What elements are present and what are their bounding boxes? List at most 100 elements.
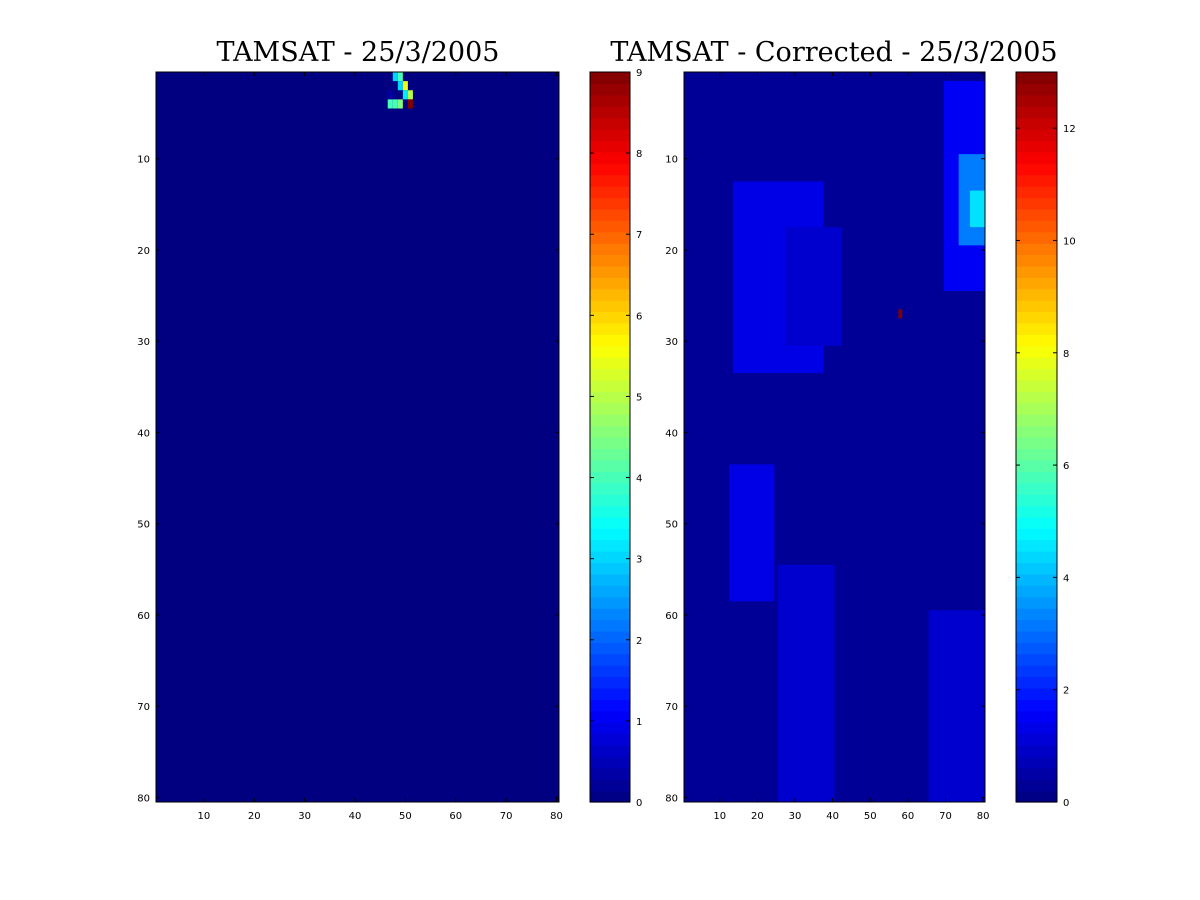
colorbar-step-27 [590,482,630,495]
colorbar-step-2 [1016,767,1057,780]
y-tick-label-70: 70 [665,702,678,713]
colorbar-step-36 [1016,379,1057,392]
heatmap-cell-9 [397,99,403,109]
colorbar-step-55 [590,163,630,176]
colorbar-tick-label-8: 8 [636,149,642,160]
colorbar-step-58 [1016,129,1057,142]
x-tick-label-80: 80 [977,811,990,822]
x-tick-label-60: 60 [449,811,462,822]
colorbar-step-28 [590,471,630,484]
colorbar-step-53 [1016,186,1057,199]
colorbar-step-46 [590,265,630,278]
colorbar-step-3 [1016,756,1057,769]
colorbar-step-62 [1016,83,1057,96]
heatmap-cell-6 [407,90,413,100]
y-tick-label-30: 30 [137,337,150,348]
colorbar-step-54 [590,174,630,187]
colorbar-step-31 [1016,437,1057,450]
colorbar-step-63 [590,72,630,85]
colorbar-step-41 [1016,322,1057,335]
colorbar-step-15 [590,619,630,632]
x-tick-label-30: 30 [789,811,802,822]
colorbar-step-20 [1016,562,1057,575]
plot-frame [683,71,986,803]
colorbar-step-45 [590,277,630,290]
colorbar-step-47 [1016,254,1057,267]
colorbar-step-18 [590,585,630,598]
right-colorbar: 0 2 4 6 8 10 12 [1015,71,1076,809]
colorbar-step-53 [590,186,630,199]
colorbar-step-27 [1016,482,1057,495]
heatmap-cell-1 [397,72,403,82]
x-tick-label-30: 30 [298,811,311,822]
colorbar-step-44 [590,288,630,301]
colorbar-step-11 [1016,665,1057,678]
x-tick-label-80: 80 [550,811,563,822]
colorbar-step-23 [590,528,630,541]
colorbar-step-48 [590,243,630,256]
y-tick-label-50: 50 [137,520,150,531]
colorbar-step-17 [590,596,630,609]
colorbar-step-26 [1016,494,1057,507]
colorbar-step-3 [590,756,630,769]
heatmap-cell-10 [407,99,413,109]
colorbar-step-42 [590,311,630,324]
x-tick-label-10: 10 [713,811,726,822]
colorbar-step-40 [1016,334,1057,347]
colorbar-step-46 [1016,265,1057,278]
colorbar-step-56 [590,151,630,164]
colorbar-step-58 [590,129,630,142]
colorbar-tick-label-0: 0 [1063,798,1069,809]
colorbar-step-33 [1016,414,1057,427]
colorbar-step-20 [590,562,630,575]
left-heatmap-plot-area: 10 20 30 40 50 60 70 80 10 20 30 40 50 60 70 80 [137,71,563,822]
colorbar-frame [589,71,631,803]
colorbar-tick-label-6: 6 [636,311,642,322]
colorbar-step-59 [590,117,630,130]
colorbar-step-51 [590,208,630,221]
right-chart-title: TAMSAT - Corrected - 25/3/2005 [610,37,1057,68]
x-tick-label-40: 40 [826,811,839,822]
heatmap-cell-4 [387,90,393,100]
colorbar-step-21 [590,551,630,564]
colorbar-step-8 [1016,699,1057,712]
x-tick-label-10: 10 [197,811,210,822]
colorbar-step-14 [590,630,630,643]
colorbar-step-22 [590,539,630,552]
colorbar-step-16 [590,608,630,621]
colorbar-step-37 [1016,368,1057,381]
colorbar-step-23 [1016,528,1057,541]
colorbar-step-11 [590,665,630,678]
colorbar-step-13 [590,642,630,655]
colorbar-step-40 [590,334,630,347]
colorbar-step-44 [1016,288,1057,301]
colorbar-step-39 [590,345,630,358]
colorbar-step-12 [590,653,630,666]
colorbar-step-49 [590,231,630,244]
colorbar-frame [1015,71,1058,803]
colorbar-step-32 [1016,425,1057,438]
colorbar-step-37 [590,368,630,381]
y-tick-label-40: 40 [137,428,150,439]
colorbar-step-35 [1016,391,1057,404]
x-tick-label-60: 60 [902,811,915,822]
colorbar-step-21 [1016,551,1057,564]
colorbar-step-39 [1016,345,1057,358]
colorbar-tick-label-10: 10 [1063,236,1076,247]
x-tick-label-20: 20 [248,811,261,822]
colorbar-step-50 [1016,220,1057,233]
colorbar-step-60 [1016,106,1057,119]
colorbar-step-61 [1016,94,1057,107]
colorbar-step-5 [590,733,630,746]
heatmap-region-4 [928,610,985,802]
heatmap-cell-0 [898,309,903,319]
colorbar-tick-label-1: 1 [636,717,642,728]
colorbar-step-41 [590,322,630,335]
colorbar-step-2 [590,767,630,780]
colorbar-step-25 [590,505,630,518]
colorbar-step-51 [1016,208,1057,221]
colorbar-step-61 [590,94,630,107]
colorbar-step-6 [590,722,630,735]
heatmap-cell-2 [397,81,403,91]
colorbar-step-33 [590,414,630,427]
